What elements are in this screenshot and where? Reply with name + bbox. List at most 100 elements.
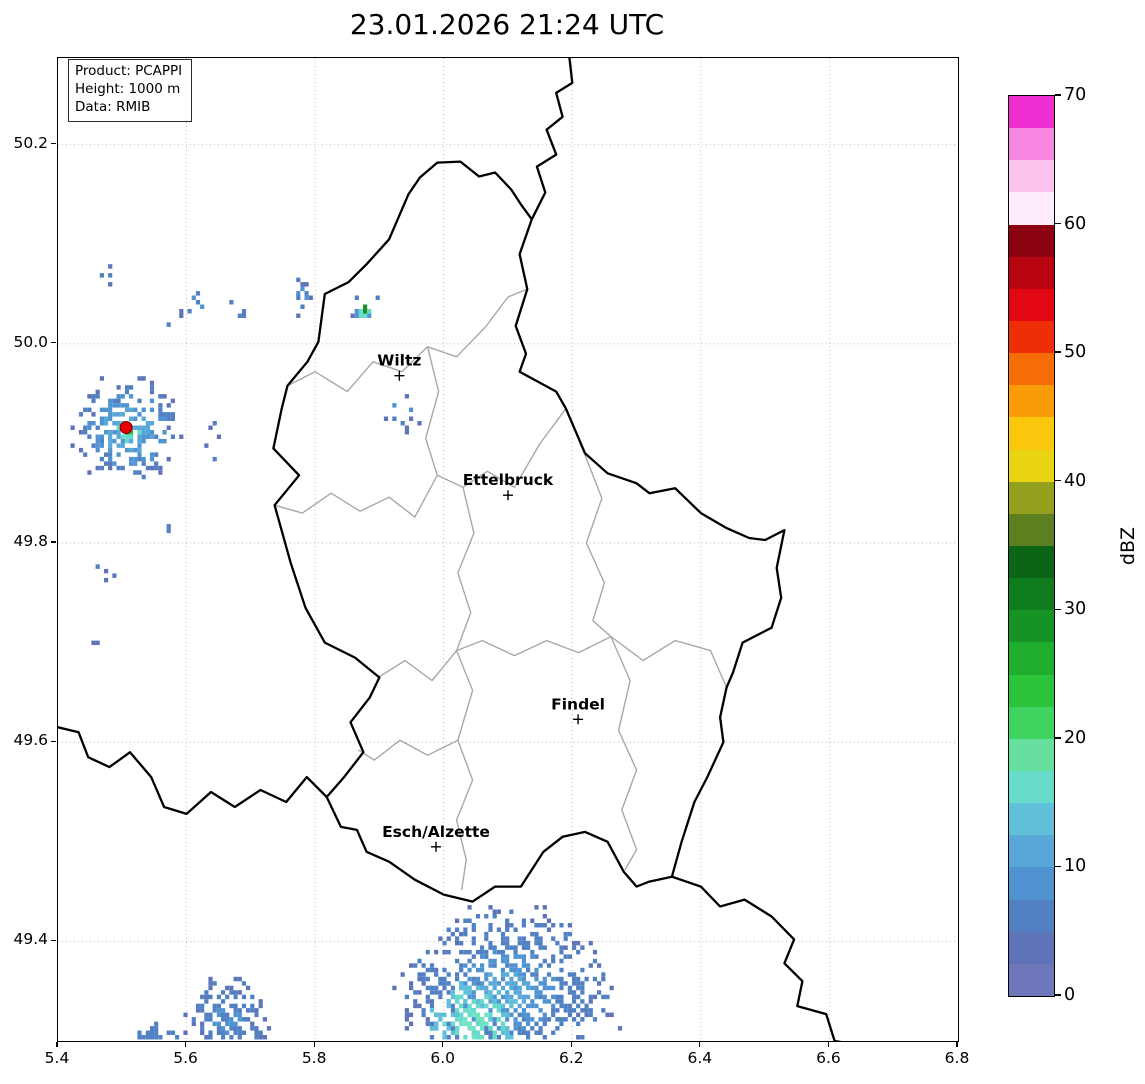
echo-pixel	[526, 1030, 531, 1035]
echo-pixel	[521, 963, 526, 968]
echo-pixel	[149, 1035, 155, 1040]
echo-pixel	[471, 927, 476, 932]
echo-pixel	[559, 945, 564, 950]
echo-pixel	[538, 945, 543, 950]
echo-pixel	[363, 304, 368, 309]
echo-pixel	[526, 981, 531, 986]
echo-pixel	[459, 940, 464, 946]
echo-pixel	[517, 1026, 522, 1031]
echo-pixel	[484, 985, 489, 991]
echo-pixel	[154, 1026, 159, 1031]
echo-pixel	[521, 1030, 526, 1035]
echo-pixel	[488, 1030, 493, 1035]
echo-pixel	[542, 958, 547, 964]
echo-pixel	[99, 434, 104, 439]
radar-echoes	[70, 264, 623, 1040]
echo-pixel	[133, 416, 138, 421]
echo-pixel	[354, 295, 359, 300]
echo-pixel	[237, 1012, 242, 1018]
echo-pixel	[446, 1026, 451, 1031]
echo-pixel	[505, 994, 510, 1000]
echo-pixel	[513, 990, 518, 995]
echo-pixel	[450, 1003, 455, 1009]
echo-pixel	[496, 927, 501, 932]
echo-pixel	[450, 1021, 455, 1027]
echo-pixel	[438, 990, 443, 995]
echo-pixel	[517, 1003, 522, 1009]
echo-pixel	[392, 416, 397, 421]
district-border	[565, 407, 612, 638]
echo-pixel	[308, 295, 313, 300]
echo-pixel	[488, 994, 493, 1000]
echo-pixel	[505, 958, 510, 964]
echo-pixel	[509, 909, 514, 914]
echo-pixel	[492, 963, 497, 968]
echo-pixel	[425, 967, 430, 973]
echo-pixel	[91, 394, 96, 399]
echo-pixel	[129, 461, 134, 466]
echo-pixel	[521, 999, 526, 1004]
echo-pixel	[509, 994, 514, 1000]
echo-pixel	[358, 309, 364, 314]
info-data-source-line: Data: RMIB	[75, 98, 151, 115]
echo-pixel	[204, 1035, 209, 1040]
echo-pixel	[208, 1017, 213, 1022]
echo-pixel	[95, 465, 100, 471]
echo-pixel	[463, 999, 468, 1004]
echo-pixel	[592, 994, 598, 1000]
echo-pixel	[429, 985, 435, 991]
echo-pixel	[563, 1003, 568, 1009]
echo-pixel	[137, 443, 142, 448]
echo-pixel	[480, 999, 485, 1004]
echo-pixel	[149, 465, 155, 471]
echo-pixel	[104, 430, 109, 435]
echo-pixel	[425, 999, 430, 1004]
echo-pixel	[513, 949, 518, 955]
echo-pixel	[551, 923, 556, 928]
echo-pixel	[505, 945, 510, 950]
colorbar-segment	[1009, 385, 1054, 418]
echo-pixel	[170, 416, 175, 421]
echo-pixel	[459, 931, 464, 937]
echo-pixel	[526, 945, 531, 950]
echo-pixel	[154, 1030, 159, 1035]
echo-pixel	[492, 1003, 497, 1009]
echo-pixel	[480, 1026, 485, 1031]
echo-pixel	[442, 976, 447, 982]
echo-pixel	[212, 1008, 217, 1013]
echo-pixel	[450, 994, 455, 1000]
echo-pixel	[559, 976, 564, 982]
colorbar-tick-mark	[1055, 351, 1061, 353]
echo-pixel	[567, 990, 572, 995]
x-tick-label: 6.2	[558, 1049, 584, 1067]
echo-pixel	[555, 1017, 560, 1022]
echo-pixel	[517, 1021, 522, 1027]
echo-pixel	[521, 954, 526, 959]
echo-pixel	[463, 981, 468, 986]
echo-pixel	[500, 954, 506, 959]
echo-pixel	[559, 1021, 564, 1027]
echo-pixel	[116, 385, 121, 390]
echo-pixel	[559, 1003, 564, 1009]
echo-pixel	[413, 990, 418, 995]
echo-pixel	[149, 1030, 155, 1035]
echo-pixel	[91, 640, 96, 646]
echo-pixel	[262, 1035, 267, 1040]
echo-pixel	[442, 967, 447, 973]
echo-pixel	[484, 1021, 489, 1027]
echo-cluster-specks-west1	[95, 564, 117, 583]
echo-pixel	[551, 985, 556, 991]
echo-pixel	[484, 1026, 489, 1031]
echo-pixel	[471, 923, 476, 928]
info-product-line: Product: PCAPPI	[75, 63, 183, 79]
echo-pixel	[559, 999, 564, 1004]
echo-pixel	[237, 976, 242, 982]
echo-pixel	[546, 985, 552, 991]
echo-pixel	[363, 309, 368, 314]
echo-pixel	[471, 1035, 476, 1040]
echo-pixel	[542, 985, 547, 991]
echo-pixel	[496, 1017, 501, 1022]
echo-pixel	[392, 403, 397, 408]
echo-pixel	[158, 465, 163, 471]
y-tick-mark	[51, 740, 56, 742]
